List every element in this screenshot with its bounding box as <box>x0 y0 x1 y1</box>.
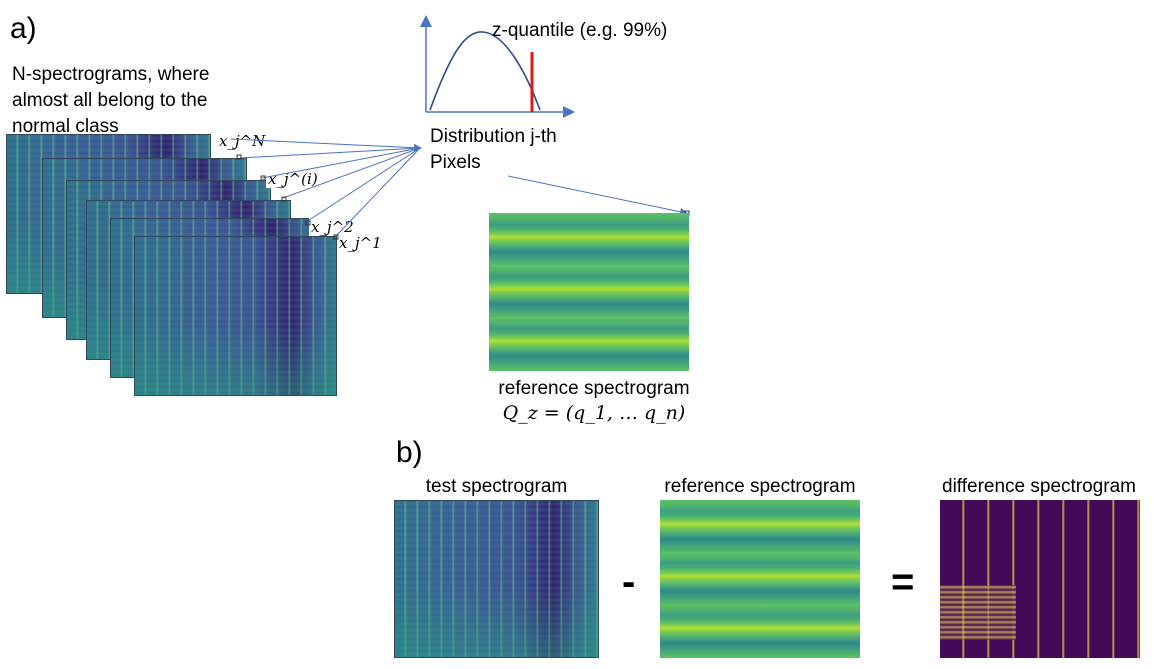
pixel-marker-5 <box>333 234 339 240</box>
pixel-marker-1 <box>236 154 242 160</box>
input-caption-line-1: N-spectrograms, where <box>12 64 210 85</box>
arrow-pixel-extra-2 <box>261 147 421 179</box>
arrow-to-reference <box>507 175 688 216</box>
pixel-label-n: x_j^N <box>217 132 268 150</box>
arrow-pixel-n <box>230 138 422 152</box>
reference-spectrogram-b <box>660 500 860 658</box>
pixel-marker-2 <box>260 175 266 181</box>
test-spectrogram-title: test spectrogram <box>425 476 568 497</box>
pixel-label-1: x_j^1 <box>337 234 384 252</box>
equals-operator: = <box>891 560 915 604</box>
input-caption-line-3: normal class <box>12 116 119 137</box>
arrow-pixel-i <box>282 147 421 199</box>
distribution-label-line-1: Distribution j-th <box>430 126 557 147</box>
pixel-marker-4 <box>305 220 311 226</box>
reference-spectrogram-a <box>489 213 689 371</box>
difference-spectrogram-title: difference spectrogram <box>942 476 1136 497</box>
reference-spectrogram-b-title: reference spectrogram <box>664 476 856 497</box>
panel-a-label: a) <box>10 12 37 45</box>
quantile-label: z-quantile (e.g. 99%) <box>492 20 668 41</box>
distribution-label-line-2: Pixels <box>430 152 481 173</box>
pixel-label-2: x_j^2 <box>309 218 356 236</box>
pixel-marker-3 <box>281 196 287 202</box>
panel-b-label: b) <box>396 436 423 469</box>
minus-operator: - <box>622 560 636 604</box>
reference-formula: Q_z = (q_1, … q_n) <box>502 402 686 424</box>
distribution-curve <box>429 31 541 111</box>
arrow-pixel-2 <box>305 147 421 223</box>
distribution-label: Distribution j-th Pixels <box>430 124 557 176</box>
input-caption: N-spectrograms, where almost all belong … <box>12 62 209 140</box>
difference-spectrogram <box>940 500 1140 658</box>
input-caption-line-2: almost all belong to the <box>12 90 208 111</box>
arrow-pixel-extra-1 <box>239 147 421 159</box>
spectrogram-stack-layer-6 <box>134 236 337 396</box>
reference-caption: reference spectrogram <box>498 378 690 399</box>
arrow-pixel-1 <box>335 147 421 237</box>
test-spectrogram <box>394 500 599 658</box>
